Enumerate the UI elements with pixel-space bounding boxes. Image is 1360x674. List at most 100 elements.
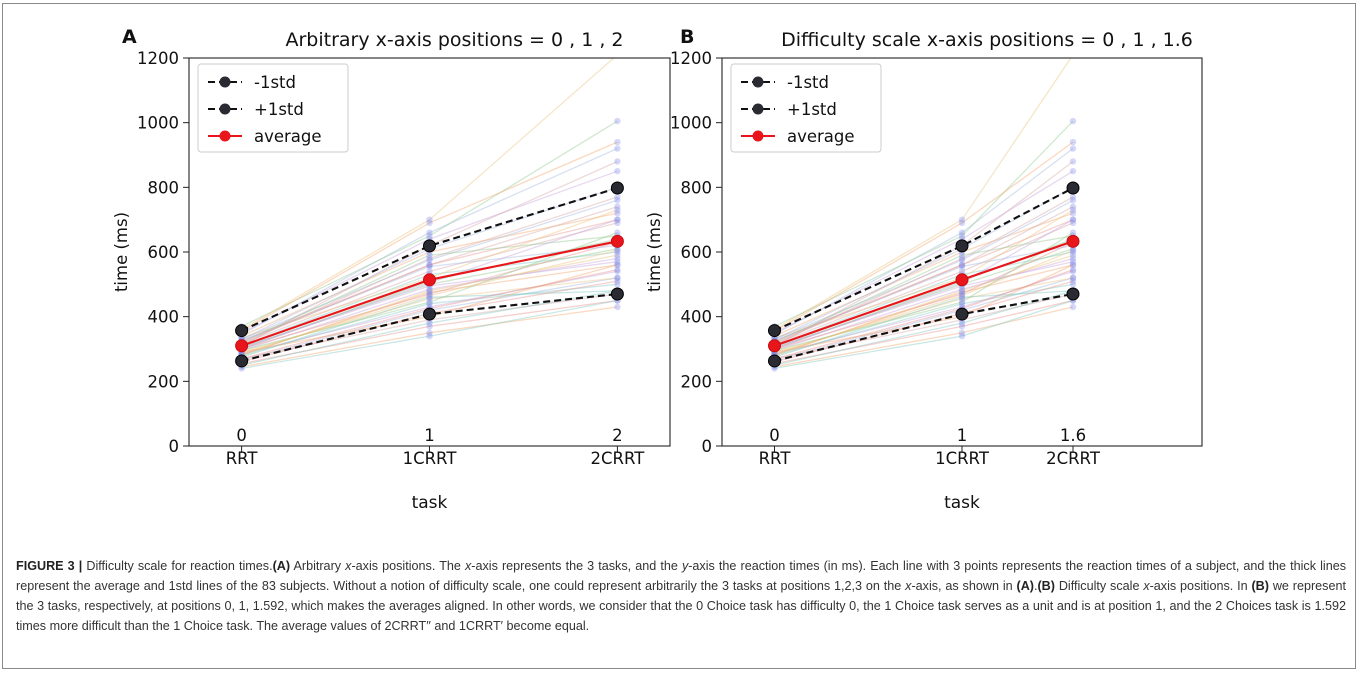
subject-line — [241, 249, 618, 355]
series-point — [955, 307, 969, 321]
caption-run: (B) — [1251, 579, 1269, 593]
subject-line — [774, 270, 1074, 355]
y-tick-label: 600 — [681, 243, 713, 262]
subject-point — [614, 281, 621, 288]
subject-point — [426, 323, 433, 330]
subject-point — [1069, 252, 1077, 259]
subject-point — [1069, 277, 1077, 285]
subject-point — [1069, 258, 1077, 265]
legend-swatch-marker — [752, 76, 764, 88]
series-point — [955, 239, 969, 253]
subject-line — [241, 244, 618, 342]
subject-line — [241, 257, 618, 352]
subject-line — [774, 196, 1074, 345]
caption-run: Arbitrary — [290, 559, 346, 573]
subject-line — [241, 277, 618, 353]
subject-line — [774, 299, 1074, 370]
subject-point — [426, 255, 433, 262]
subject-point — [614, 193, 621, 201]
subject-point — [614, 219, 621, 227]
subject-point — [958, 290, 966, 298]
series-line-1std — [774, 187, 1074, 332]
caption-run: -axis, as shown in — [911, 579, 1017, 593]
subject-point — [426, 268, 433, 275]
subject-point — [958, 295, 966, 303]
y-tick-label: 1000 — [670, 114, 712, 133]
subject-point — [1069, 274, 1077, 282]
panel-b: B Difficulty scale x-axis positions = 0 ,… — [645, 26, 1203, 513]
subject-line — [241, 141, 618, 332]
caption-run: -axis represents the 3 tasks, and the — [471, 559, 682, 573]
y-tick-label: 800 — [148, 178, 180, 197]
x-tick-label: 2CRRT — [1046, 449, 1101, 468]
caption-run: -axis positions. In — [1149, 579, 1252, 593]
legend-swatch-marker — [752, 103, 764, 115]
subject-point — [958, 216, 966, 223]
y-tick-label: 200 — [681, 372, 713, 391]
series-point — [955, 273, 969, 287]
subject-point — [426, 300, 433, 307]
legend-label: average — [254, 127, 322, 146]
subject-point — [1069, 216, 1077, 223]
subject-point — [426, 295, 433, 303]
y-tick-label: 1200 — [137, 49, 179, 68]
subject-line — [241, 283, 618, 357]
series-point — [423, 239, 436, 253]
subject-line — [241, 222, 618, 345]
subject-point — [958, 292, 966, 299]
subject-point — [426, 298, 433, 306]
subject-point — [1069, 203, 1077, 210]
subject-line — [774, 58, 1072, 331]
x-tick-number: 0 — [769, 426, 780, 445]
subject-point — [426, 290, 433, 298]
subject-point — [958, 255, 966, 262]
subject-point — [426, 294, 433, 301]
y-tick-label: 200 — [148, 372, 180, 391]
subject-point — [1069, 248, 1077, 256]
x-tick-label: 1CRRT — [935, 449, 990, 468]
subject-point — [614, 229, 621, 236]
subject-line — [774, 249, 1074, 355]
subject-point — [614, 216, 621, 223]
legend-label: -1std — [254, 73, 296, 92]
subject-line — [241, 270, 618, 355]
subject-point — [614, 268, 621, 275]
subject-point — [426, 256, 433, 264]
subject-point — [1069, 303, 1077, 311]
subject-point — [614, 266, 621, 273]
subject-point — [614, 52, 620, 58]
caption-run: x — [1143, 579, 1150, 593]
subject-point — [614, 216, 621, 223]
subject-point — [426, 319, 433, 327]
caption-run: -axis the reaction times (in ms). Each l… — [16, 559, 1347, 593]
subject-point — [614, 274, 621, 282]
x-tick-number: 0 — [236, 426, 247, 445]
caption-run: y — [681, 559, 689, 573]
subject-point — [614, 158, 621, 165]
subject-point — [614, 277, 621, 285]
panel-a: A Arbitrary x-axis positions = 0 , 1 , 2 0… — [112, 26, 671, 513]
subject-line — [774, 199, 1074, 340]
legend-box — [730, 63, 882, 153]
subject-point — [1069, 255, 1077, 262]
subject-point — [1069, 281, 1077, 288]
legend-swatch-marker — [219, 76, 231, 88]
subject-point — [1069, 158, 1077, 165]
subject-point — [614, 197, 621, 204]
x-tick-label: RRT — [226, 449, 259, 468]
subject-point — [958, 232, 966, 240]
y-axis-label: time (ms) — [112, 212, 131, 292]
subject-point — [426, 252, 433, 259]
subject-point — [958, 219, 966, 227]
subject-line — [241, 120, 618, 327]
series-point — [610, 234, 624, 248]
y-tick-label: 400 — [148, 308, 180, 327]
series-point — [235, 339, 249, 353]
legend-swatch-marker — [219, 130, 231, 142]
subject-point — [426, 292, 433, 299]
subject-line — [241, 254, 618, 357]
subject-line — [241, 58, 615, 331]
subject-point — [1069, 138, 1077, 146]
y-tick-label: 600 — [148, 243, 180, 262]
figure-caption: FIGURE 3 | Difficulty scale for reaction… — [16, 556, 1346, 636]
